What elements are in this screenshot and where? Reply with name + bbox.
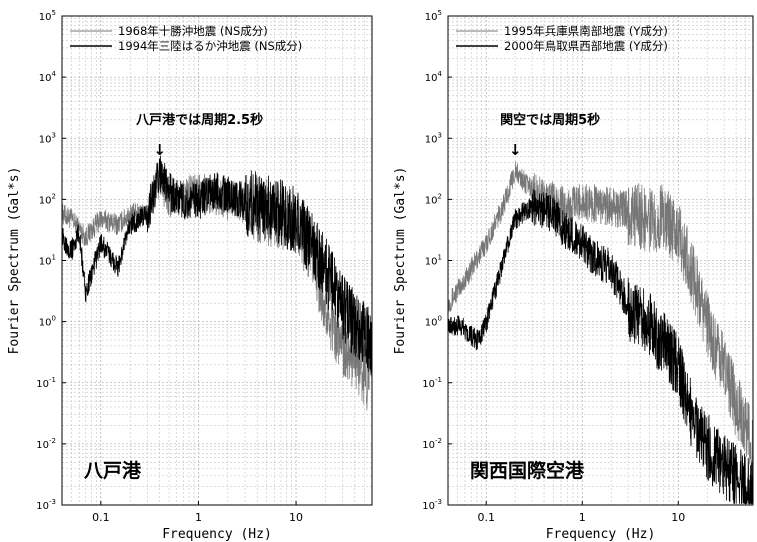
panel-label: 関西国際空港 — [470, 459, 585, 482]
y-tick-label: 101 — [39, 254, 56, 268]
x-tick-label: 10 — [289, 511, 303, 524]
y-tick-label: 10-3 — [422, 498, 442, 512]
legend: 1968年十勝沖地震 (NS成分) 1994年三陸はるか沖地震 (NS成分) — [70, 24, 302, 53]
x-tick-label: 0.1 — [477, 511, 495, 524]
chart-kansai: 10-3 10-2 10-1 100 101 102 103 104 105 0.1 1 10 Fr… — [393, 9, 754, 542]
x-axis-label: Frequency (Hz) — [546, 527, 656, 542]
chart-hachinohe: 10-3 10-2 10-1 100 101 102 103 104 105 0.1 1 10 Fr… — [7, 9, 373, 542]
y-tick-label: 10-1 — [422, 376, 442, 390]
chart-grid — [61, 16, 373, 506]
y-tick-label: 102 — [425, 192, 442, 206]
annotation-text: 八戸港では周期2.5秒 — [135, 112, 263, 128]
series-line — [448, 161, 753, 481]
y-tick-label: 105 — [39, 9, 56, 23]
legend-entry: 1995年兵庫県南部地震 (Y成分) — [504, 24, 668, 38]
legend-entry: 1968年十勝沖地震 (NS成分) — [118, 24, 268, 38]
annotation-arrow-icon: ↓ — [153, 141, 166, 159]
series-layer — [62, 155, 372, 411]
y-tick-label: 105 — [425, 9, 442, 23]
y-axis-label: Fourier Spectrum (Gal*s) — [393, 167, 408, 355]
x-axis-label: Frequency (Hz) — [162, 527, 272, 542]
y-tick-label: 101 — [425, 254, 442, 268]
y-tick-label: 102 — [39, 192, 56, 206]
legend-entry: 1994年三陸はるか沖地震 (NS成分) — [118, 39, 302, 53]
x-tick-label: 1 — [195, 511, 202, 524]
y-tick-label: 103 — [39, 131, 56, 145]
x-tick-label: 0.1 — [92, 511, 110, 524]
x-tick-labels: 0.1 1 10 — [477, 501, 685, 524]
x-tick-labels: 0.1 1 10 — [92, 501, 303, 524]
y-axis-label: Fourier Spectrum (Gal*s) — [7, 167, 22, 355]
series-layer — [448, 161, 753, 505]
y-tick-label: 10-1 — [36, 376, 56, 390]
legend: 1995年兵庫県南部地震 (Y成分) 2000年鳥取県西部地震 (Y成分) — [456, 24, 668, 53]
y-tick-label: 104 — [425, 70, 443, 84]
y-tick-label: 10-3 — [36, 498, 56, 512]
x-tick-label: 10 — [671, 511, 685, 524]
annotation-text: 関空では周期5秒 — [500, 112, 600, 128]
y-tick-label: 10-2 — [36, 437, 56, 451]
y-tick-label: 104 — [39, 70, 57, 84]
y-tick-label: 103 — [425, 131, 442, 145]
panel-label: 八戸港 — [84, 460, 142, 482]
y-tick-label: 100 — [39, 315, 56, 329]
y-tick-label: 100 — [425, 315, 442, 329]
y-tick-label: 10-2 — [422, 437, 442, 451]
series-line — [448, 188, 753, 505]
annotation-arrow-icon: ↓ — [509, 141, 522, 159]
x-tick-label: 1 — [579, 511, 586, 524]
legend-entry: 2000年鳥取県西部地震 (Y成分) — [504, 39, 668, 53]
series-line — [62, 155, 372, 374]
